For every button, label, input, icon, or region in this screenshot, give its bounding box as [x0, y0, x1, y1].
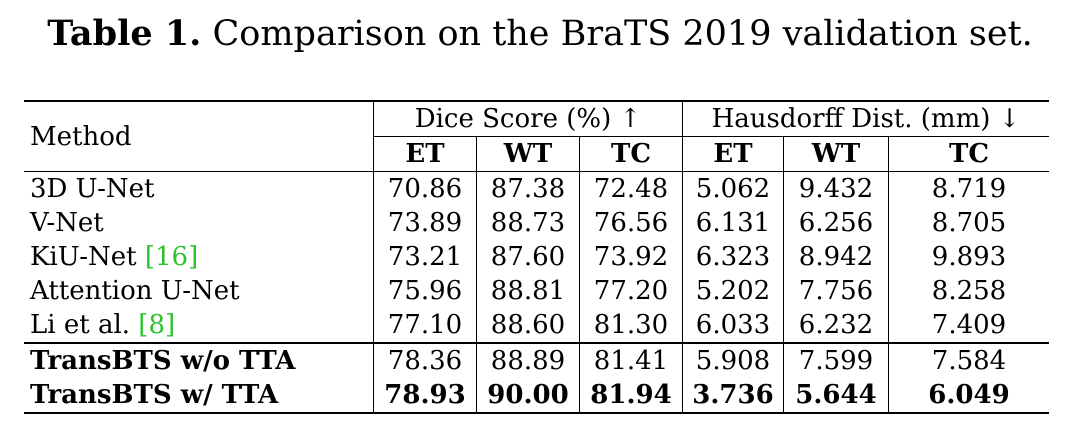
data-cell: 78.93 — [373, 378, 477, 414]
method-header: Method — [24, 100, 374, 172]
method-cell: 3D U-Net — [24, 171, 374, 206]
citation-link[interactable]: [8] — [138, 310, 176, 340]
table-row: Attention U-Net 75.96 88.81 77.20 5.202 … — [24, 274, 1049, 308]
data-cell: 7.584 — [888, 342, 1049, 378]
data-cell: 9.432 — [783, 171, 889, 206]
data-cell: 8.719 — [888, 171, 1049, 206]
hausdorff-header: Hausdorff Dist. (mm) ↓ — [682, 100, 1049, 137]
data-cell: 9.893 — [931, 242, 1007, 272]
hd-et-header: ET — [682, 136, 784, 172]
dice-score-header: Dice Score (%) ↑ — [373, 100, 683, 137]
data-cell: 6.232 — [783, 308, 889, 343]
data-cell: 87.60 — [476, 240, 580, 274]
header-row-groups: Method Dice Score (%) ↑ Hausdorff Dist. … — [24, 100, 1049, 172]
data-cell: 6.033 — [682, 308, 784, 343]
data-cell: 6.323 — [682, 240, 784, 274]
data-cell: 8.942 — [783, 240, 889, 274]
data-cell: 5.644 — [783, 378, 889, 414]
table-row: TransBTS w/o TTA 78.36 88.89 81.41 5.908… — [24, 342, 1049, 378]
data-cell: 81.94 — [579, 378, 683, 414]
data-cell: 6.049 — [888, 378, 1049, 414]
data-cell: 6.256 — [783, 206, 889, 240]
data-cell: 76.56 — [579, 206, 683, 240]
method-cell: TransBTS w/o TTA — [24, 342, 374, 378]
dice-wt-header: WT — [476, 136, 580, 172]
method-cell: Attention U-Net — [24, 274, 374, 308]
citation-link[interactable]: [16] — [144, 242, 199, 272]
data-cell: 5.202 — [682, 274, 784, 308]
data-cell: 88.81 — [476, 274, 580, 308]
data-cell: 7.599 — [783, 342, 889, 378]
data-cell: 78.36 — [373, 342, 477, 378]
dice-et-header: ET — [373, 136, 477, 172]
table-caption: Table 1. Comparison on the BraTS 2019 va… — [0, 10, 1080, 58]
header-row-metrics: ET WT TC ET WT TC — [24, 136, 1049, 172]
method-cell: Li et al. [8] — [24, 308, 374, 343]
data-cell: 73.89 — [373, 206, 477, 240]
data-cell: 81.30 — [579, 308, 683, 343]
data-cell: 77.10 — [373, 308, 477, 343]
data-cell: 72.48 — [579, 171, 683, 206]
data-cell: 88.89 — [476, 342, 580, 378]
table-row: TransBTS w/ TTA 78.93 90.00 81.94 3.736 … — [24, 378, 1049, 414]
method-cell: V-Net — [24, 206, 374, 240]
data-cell: 73.92 — [579, 240, 683, 274]
data-cell: 87.38 — [476, 171, 580, 206]
data-cell: 81.41 — [579, 342, 683, 378]
data-cell: 6.131 — [682, 206, 784, 240]
comparison-table: Method Dice Score (%) ↑ Hausdorff Dist. … — [24, 100, 1049, 414]
data-cell: 73.21 — [373, 240, 477, 274]
data-cell: 7.756 — [783, 274, 889, 308]
data-cell: 7.409 — [931, 310, 1007, 340]
data-cell: 88.73 — [476, 206, 580, 240]
data-cell: 88.60 — [476, 308, 580, 343]
data-cell: 5.908 — [682, 342, 784, 378]
table-row: Li et al. [8] 77.10 88.60 81.30 6.033 6.… — [24, 308, 1049, 343]
data-cell: 8.258 — [931, 276, 1007, 306]
table-row: V-Net 73.89 88.73 76.56 6.131 6.256 8.70… — [24, 206, 1049, 240]
method-cell: TransBTS w/ TTA — [24, 378, 374, 414]
caption-label: Table 1. — [47, 13, 202, 54]
data-cell: 3.736 — [682, 378, 784, 414]
method-cell: KiU-Net [16] — [24, 240, 374, 274]
hd-wt-header: WT — [783, 136, 889, 172]
dice-tc-header: TC — [579, 136, 683, 172]
data-cell: 8.705 — [931, 208, 1007, 238]
data-cell: 77.20 — [579, 274, 683, 308]
table-row: KiU-Net [16] 73.21 87.60 73.92 6.323 8.9… — [24, 240, 1049, 274]
hd-tc-header: TC — [948, 139, 990, 169]
table-row: 3D U-Net 70.86 87.38 72.48 5.062 9.432 8… — [24, 171, 1049, 206]
data-cell: 75.96 — [373, 274, 477, 308]
data-cell: 70.86 — [373, 171, 477, 206]
data-cell: 5.062 — [682, 171, 784, 206]
data-cell: 90.00 — [476, 378, 580, 414]
caption-text: Comparison on the BraTS 2019 validation … — [212, 14, 1033, 54]
